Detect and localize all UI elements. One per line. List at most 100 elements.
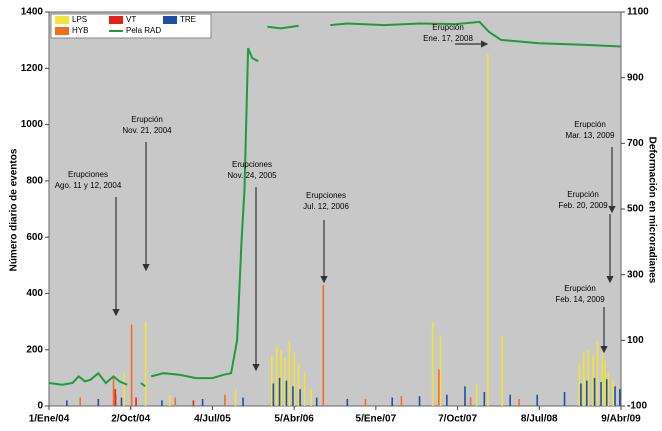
bar [596, 341, 599, 406]
legend-label: TRE [180, 15, 196, 24]
y2-tick-label: 1100 [627, 7, 649, 18]
legend-label: LPS [72, 15, 87, 24]
bar [391, 397, 393, 406]
y2-tick-label: 300 [627, 269, 644, 280]
y2-tick-label: -100 [627, 401, 647, 412]
y-tick-label: 1200 [21, 63, 44, 74]
bar [272, 383, 275, 406]
bar [66, 400, 68, 406]
x-tick-label: 7/Oct/07 [438, 414, 477, 425]
bar [446, 394, 448, 406]
bar [583, 352, 585, 406]
bar [536, 394, 539, 406]
bar [112, 377, 115, 406]
bar [201, 398, 204, 406]
bar [97, 398, 100, 406]
plot-area [48, 11, 622, 407]
bar [605, 379, 608, 406]
bar [580, 383, 582, 406]
bar [135, 397, 137, 406]
bar [592, 355, 594, 406]
annotation: Erupción [432, 23, 464, 32]
bar [400, 396, 403, 406]
bar [123, 372, 125, 406]
bar [469, 397, 472, 406]
bar [120, 397, 123, 406]
line [48, 20, 622, 388]
legend-label: Pela RAD [126, 26, 161, 35]
y-tick-label: 600 [26, 232, 43, 243]
y2-tick-label: 100 [627, 335, 644, 346]
bar [487, 54, 489, 406]
bar [310, 389, 312, 406]
x-tick-label: 9/Abr/09 [601, 414, 641, 425]
bar [593, 377, 596, 406]
bar [501, 335, 503, 406]
bar [364, 398, 367, 406]
bar [168, 394, 171, 406]
annotation: Erupciones [68, 170, 108, 179]
bar [285, 380, 288, 406]
annotation: Feb. 14, 2009 [555, 295, 605, 304]
annotation: Nov. 24, 2005 [227, 171, 277, 180]
bar [242, 397, 244, 406]
bar [614, 386, 616, 406]
legend-swatch [55, 16, 69, 24]
y-axis-title: Número diario de eventos [9, 148, 20, 271]
bar [619, 389, 621, 406]
y-tick-label: 0 [37, 401, 43, 412]
annotation: Erupciones [306, 191, 346, 200]
bar [271, 355, 273, 406]
annotation: Erupción [574, 120, 606, 129]
bar [234, 389, 237, 406]
bar [600, 382, 602, 406]
legend-swatch [163, 16, 177, 24]
bar [509, 394, 511, 406]
annotation: Ago. 11 y 12, 2004 [55, 181, 122, 190]
bar [601, 352, 604, 406]
bar [604, 360, 606, 406]
bar [607, 372, 610, 406]
bar [322, 284, 325, 406]
annotation: Mar. 13, 2009 [566, 131, 615, 140]
bar [303, 372, 306, 406]
x-tick-label: 5/Abr/06 [274, 414, 314, 425]
x-tick-label: 2/Oct/04 [111, 414, 150, 425]
legend-swatch [55, 27, 69, 35]
y2-axis-title: Deformación en microradianes [646, 137, 657, 284]
y2-tick-label: 900 [627, 72, 644, 83]
y2-tick-label: 500 [627, 204, 644, 215]
y-tick-label: 800 [26, 175, 43, 186]
bar [431, 321, 434, 406]
bar [161, 400, 163, 406]
bar [79, 397, 81, 406]
bar [278, 377, 281, 406]
annotation: Nov. 21, 2004 [122, 126, 172, 135]
x-tick-label: 5/Ene/07 [356, 414, 397, 425]
bar [174, 397, 177, 406]
x-tick-label: 8/Jul/08 [521, 414, 558, 425]
bar [586, 380, 588, 406]
bar [299, 389, 301, 406]
bar [224, 394, 226, 406]
bar [275, 346, 278, 406]
bar [192, 400, 195, 406]
bar [288, 341, 291, 406]
legend-label: VT [126, 15, 136, 24]
bar [292, 386, 294, 406]
bar [612, 380, 614, 406]
annotation: Ene. 17, 2008 [423, 34, 473, 43]
x-tick-label: 1/Ene/04 [29, 414, 70, 425]
legend-swatch [109, 16, 123, 24]
bar [280, 349, 282, 406]
bar [315, 397, 318, 406]
bar [438, 369, 440, 406]
bar [346, 398, 349, 406]
y-tick-label: 1000 [21, 119, 44, 130]
legend-box [50, 13, 212, 39]
y2-tick-label: 700 [627, 138, 644, 149]
bar [439, 335, 442, 406]
bar [418, 396, 421, 406]
annotation: Jul. 12, 2006 [303, 202, 349, 211]
annotation: Erupciones [232, 160, 272, 169]
